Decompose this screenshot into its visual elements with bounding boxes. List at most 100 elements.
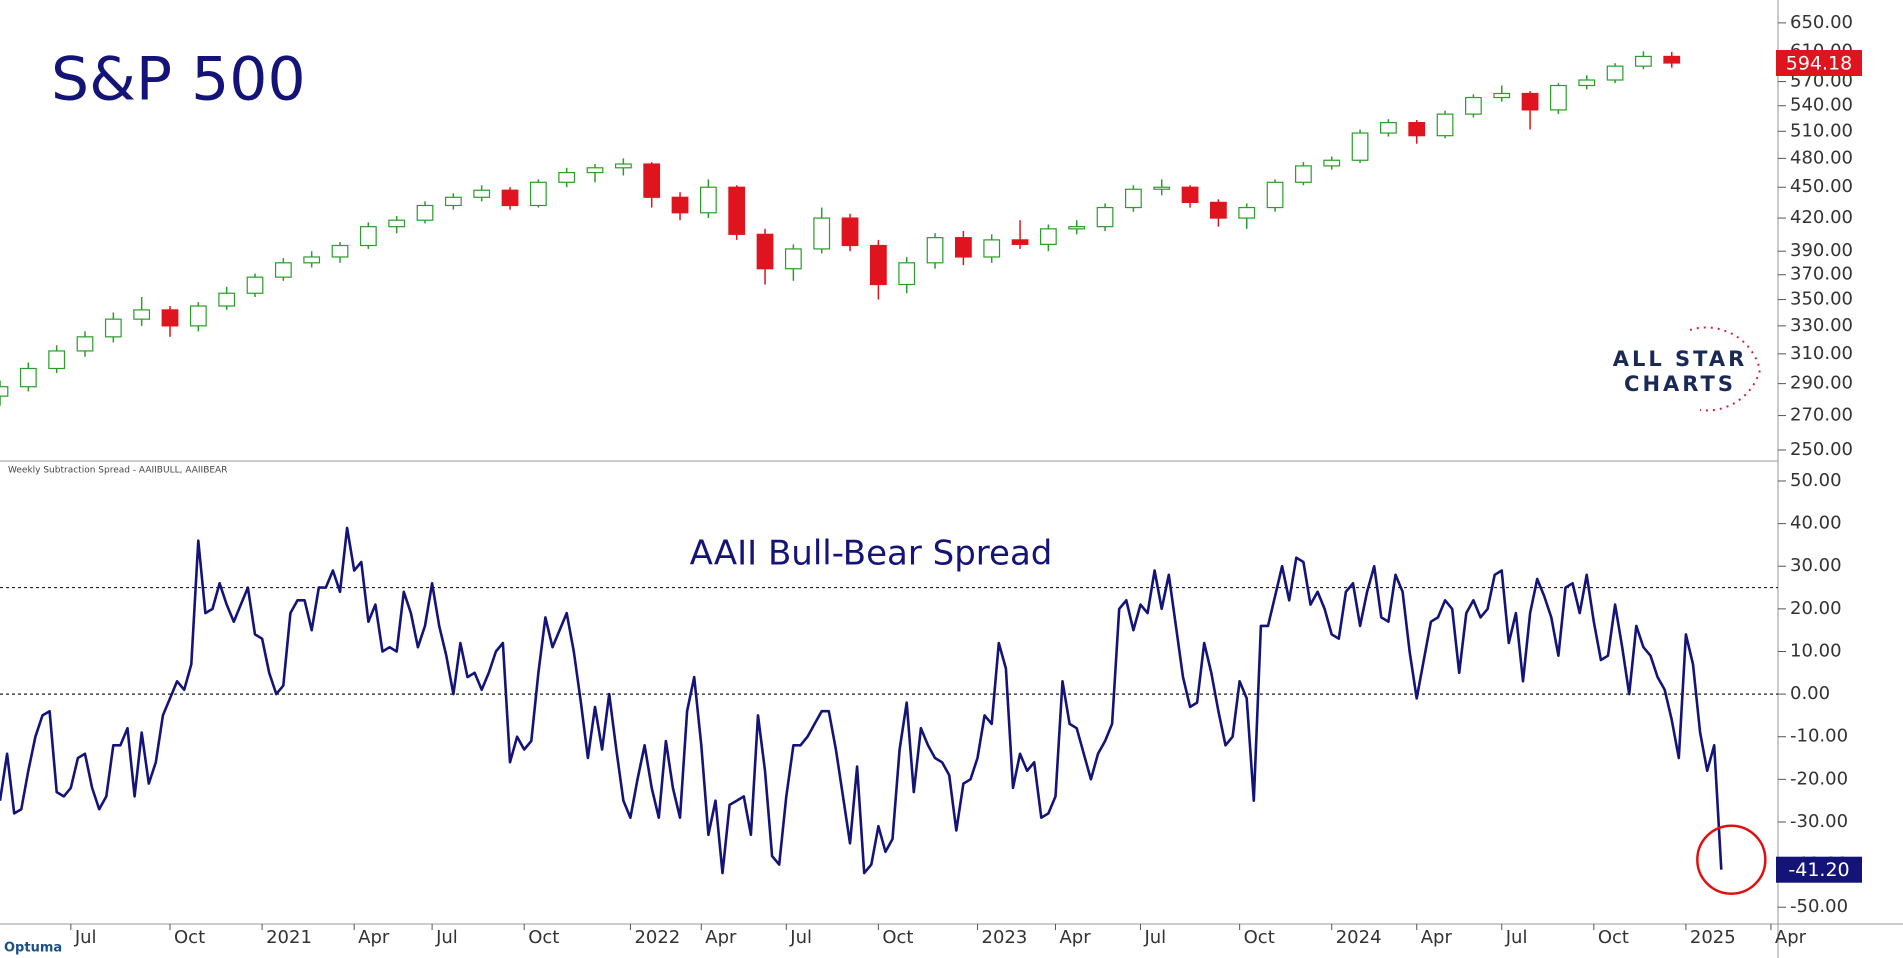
candle-body bbox=[1039, 228, 1057, 245]
candle-body bbox=[1663, 55, 1681, 64]
last-value-box bbox=[1776, 50, 1862, 77]
y-tick-label: 480.00 bbox=[1790, 147, 1853, 168]
candle-body bbox=[728, 186, 746, 235]
y-tick-label: 420.00 bbox=[1790, 207, 1853, 228]
candle-body bbox=[586, 167, 604, 174]
x-tick-label: Oct bbox=[174, 927, 205, 948]
y-tick-label: 450.00 bbox=[1790, 176, 1853, 197]
candle-body bbox=[1521, 92, 1539, 111]
x-tick-label: 2021 bbox=[266, 927, 312, 948]
x-tick-label: Apr bbox=[358, 927, 390, 948]
candle-body bbox=[1124, 188, 1142, 209]
x-tick-label: Apr bbox=[1059, 927, 1091, 948]
candle-body bbox=[1408, 122, 1426, 137]
chart-title: S&P 500 bbox=[51, 45, 306, 115]
y-tick-label: 50.00 bbox=[1790, 470, 1842, 491]
y-tick-label: 390.00 bbox=[1790, 240, 1853, 261]
candle-body bbox=[218, 292, 236, 307]
x-tick-label: 2024 bbox=[1336, 927, 1382, 948]
last-value-box bbox=[1776, 856, 1862, 883]
candle-body bbox=[1096, 206, 1114, 228]
candle-body bbox=[1578, 79, 1596, 87]
candle-body bbox=[1266, 181, 1284, 209]
candle-body bbox=[1635, 55, 1652, 67]
x-tick-label: Oct bbox=[882, 927, 913, 948]
y-tick-label: 290.00 bbox=[1790, 373, 1853, 394]
y-tick-label: 350.00 bbox=[1790, 289, 1853, 310]
y-tick-label: 370.00 bbox=[1790, 264, 1853, 285]
y-tick-label: 0.00 bbox=[1790, 683, 1830, 704]
candle-body bbox=[1238, 206, 1256, 219]
panel-title: AAII Bull-Bear Spread bbox=[690, 534, 1053, 574]
x-tick-label: Oct bbox=[528, 927, 559, 948]
y-tick-label: -30.00 bbox=[1790, 811, 1848, 832]
candle-body bbox=[1068, 226, 1086, 230]
candle-body bbox=[133, 309, 151, 320]
y-tick-label: -10.00 bbox=[1790, 726, 1848, 747]
candle-body bbox=[1181, 186, 1199, 203]
brand: Optuma bbox=[4, 941, 62, 956]
candle-body bbox=[189, 305, 207, 327]
logo: ALL STAR CHARTS bbox=[1613, 326, 1762, 412]
candle-body bbox=[954, 237, 972, 258]
candle-body bbox=[416, 204, 434, 221]
y-tick-label: 250.00 bbox=[1790, 439, 1853, 460]
y-tick-label: -20.00 bbox=[1790, 768, 1848, 789]
candle-body bbox=[0, 386, 9, 397]
y-tick-label: 510.00 bbox=[1790, 120, 1853, 141]
x-tick-label: Jul bbox=[1505, 927, 1528, 948]
candle-body bbox=[501, 189, 519, 207]
y-tick-label: 270.00 bbox=[1790, 405, 1853, 426]
candle-body bbox=[274, 262, 292, 278]
x-tick-label: 2022 bbox=[634, 927, 680, 948]
y-tick-label: 310.00 bbox=[1790, 343, 1853, 364]
candle-body bbox=[1295, 165, 1312, 183]
candle-body bbox=[643, 163, 661, 198]
candle-body bbox=[813, 217, 831, 250]
highlight-circle bbox=[1696, 824, 1767, 895]
candle-body bbox=[359, 226, 377, 247]
candle-body bbox=[444, 196, 462, 207]
candle-body bbox=[48, 350, 66, 370]
candle-body bbox=[983, 239, 1001, 258]
x-tick-label: 2023 bbox=[982, 927, 1028, 948]
x-tick-label: Jul bbox=[74, 927, 97, 948]
candle-body bbox=[614, 163, 632, 169]
x-tick-label: Oct bbox=[1598, 927, 1629, 948]
y-tick-label: 40.00 bbox=[1790, 513, 1842, 534]
candle-body bbox=[473, 189, 491, 198]
candle-body bbox=[1436, 113, 1454, 137]
y-tick-label: 330.00 bbox=[1790, 315, 1853, 336]
candle-body bbox=[756, 233, 774, 270]
x-tick-label: Apr bbox=[1775, 927, 1807, 948]
x-tick-label: Jul bbox=[1143, 927, 1166, 948]
x-tick-label: 2025 bbox=[1690, 927, 1736, 948]
logo-text: CHARTS bbox=[1624, 372, 1736, 396]
candle-body bbox=[1209, 201, 1227, 219]
candle-body bbox=[303, 256, 321, 264]
candle-body bbox=[1606, 65, 1624, 81]
candle-body bbox=[1465, 96, 1482, 115]
x-tick-label: Jul bbox=[435, 927, 458, 948]
candle-body bbox=[331, 244, 349, 258]
y-tick-label: -50.00 bbox=[1790, 896, 1848, 917]
panel-label: Weekly Subtraction Spread - AAIIBULL, AA… bbox=[8, 466, 227, 476]
y-tick-label: 540.00 bbox=[1790, 95, 1853, 116]
candle-body bbox=[19, 367, 37, 388]
candle-body bbox=[104, 318, 122, 338]
candle-body bbox=[76, 336, 94, 352]
candle-body bbox=[841, 217, 859, 247]
candle-body bbox=[898, 262, 916, 286]
last-value-label: 594.18 bbox=[1786, 53, 1852, 75]
x-tick-label: Apr bbox=[1421, 927, 1453, 948]
candle-body bbox=[388, 219, 406, 228]
candle-body bbox=[1011, 239, 1029, 245]
candle-body bbox=[1380, 122, 1397, 134]
last-value-label: -41.20 bbox=[1788, 859, 1849, 881]
candle-body bbox=[246, 276, 264, 294]
candle-body bbox=[1351, 132, 1369, 161]
y-tick-label: 650.00 bbox=[1790, 12, 1853, 33]
candle-body bbox=[558, 171, 576, 183]
